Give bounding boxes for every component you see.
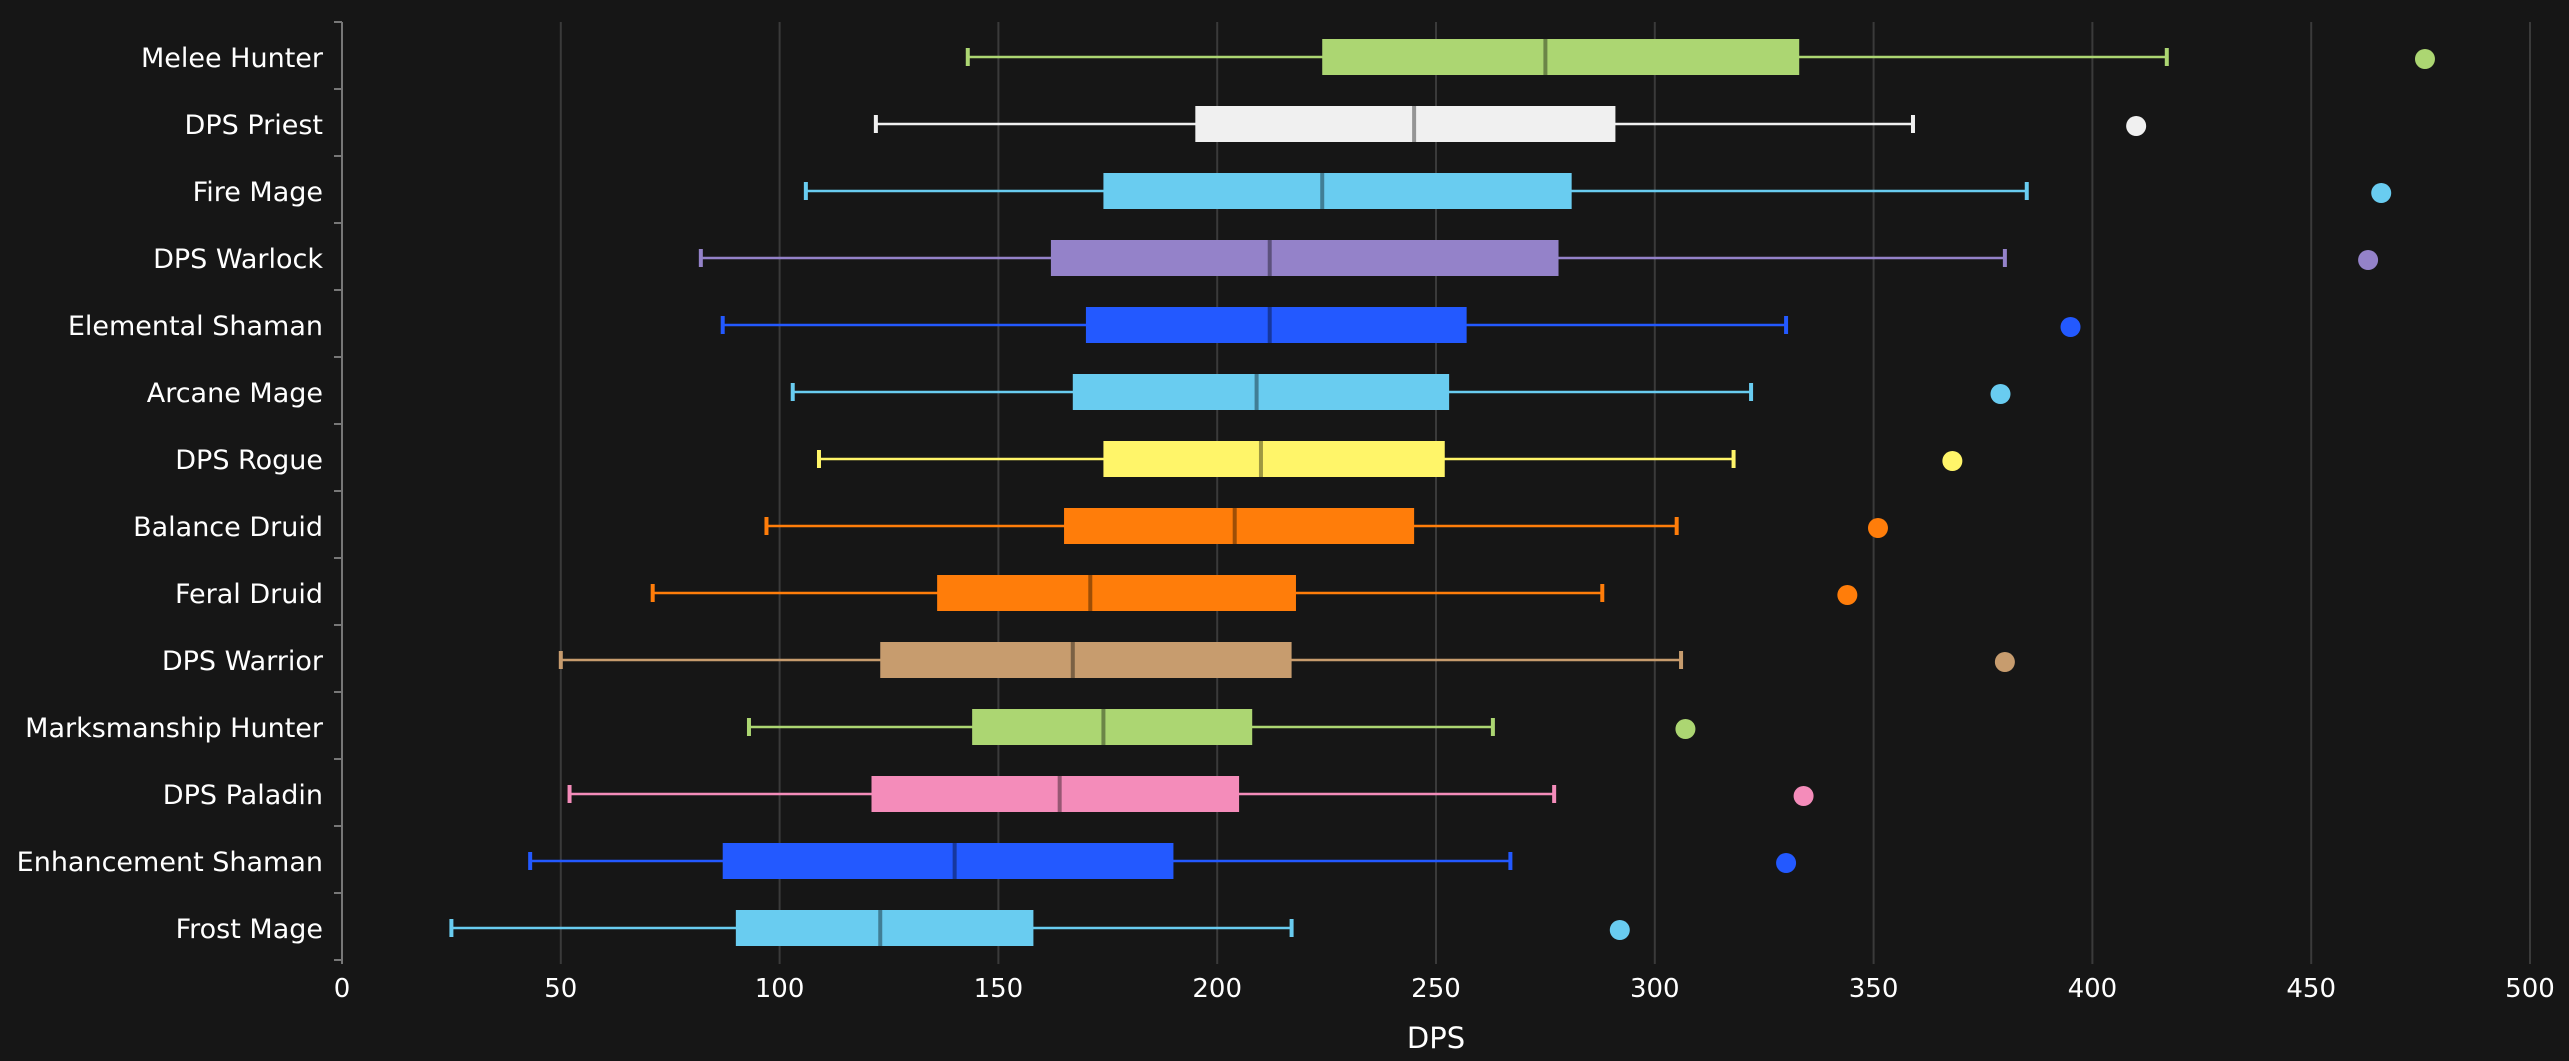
- x-tick-label: 50: [544, 974, 577, 1004]
- outlier-point: [2371, 183, 2392, 203]
- box-group: [567, 776, 1814, 812]
- outlier-point: [1609, 920, 1630, 940]
- iqr-box: [1322, 39, 1800, 75]
- y-category-label: Balance Druid: [133, 512, 323, 543]
- y-category-label: DPS Priest: [185, 110, 323, 141]
- iqr-box: [1050, 240, 1559, 276]
- iqr-box: [1072, 374, 1450, 410]
- iqr-box: [880, 642, 1292, 678]
- box-group: [764, 508, 1888, 544]
- x-tick-label: 450: [2286, 974, 2336, 1004]
- x-tick-label: 0: [334, 974, 351, 1004]
- x-tick-label: 200: [1192, 974, 1242, 1004]
- outlier-point: [2358, 250, 2379, 270]
- y-axis: Melee Hunter DPS Priest Fire Mage DPS Warlo…: [17, 21, 343, 964]
- x-tick-label: 400: [2068, 974, 2118, 1004]
- y-category-label: Enhancement Shaman: [17, 847, 323, 878]
- iqr-box: [1064, 508, 1415, 544]
- box-group: [528, 843, 1797, 879]
- iqr-box: [871, 776, 1240, 812]
- box-group: [449, 910, 1630, 946]
- outlier-point: [1793, 786, 1814, 806]
- x-axis-title: DPS: [1407, 1021, 1465, 1055]
- iqr-box: [722, 843, 1174, 879]
- box-group: [803, 173, 2392, 209]
- outlier-point: [2414, 49, 2435, 69]
- box-group: [650, 575, 1858, 611]
- box-group: [965, 39, 2435, 75]
- iqr-box: [735, 910, 1034, 946]
- y-category-label: DPS Paladin: [163, 780, 323, 811]
- outlier-point: [2126, 116, 2147, 136]
- outlier-point: [1990, 384, 2011, 404]
- iqr-box: [1085, 307, 1467, 343]
- y-category-label: Melee Hunter: [141, 43, 324, 74]
- iqr-box: [972, 709, 1253, 745]
- x-axis: 0 50 100 150 200 250 300 350 400 450 500: [334, 974, 2555, 1004]
- x-tick-label: 350: [1849, 974, 1899, 1004]
- box-group: [873, 106, 2147, 142]
- y-category-label: DPS Warrior: [162, 646, 324, 677]
- outlier-point: [1867, 518, 1888, 538]
- box-group: [558, 642, 2015, 678]
- outlier-point: [2060, 317, 2081, 337]
- y-category-label: Elemental Shaman: [68, 311, 323, 342]
- iqr-box: [1103, 173, 1572, 209]
- box-group: [720, 307, 2081, 343]
- box-group: [816, 441, 1963, 477]
- x-tick-label: 300: [1630, 974, 1680, 1004]
- iqr-box: [937, 575, 1296, 611]
- outlier-point: [1675, 719, 1696, 739]
- box-series: [449, 39, 2435, 946]
- outlier-point: [1837, 585, 1858, 605]
- outlier-point: [1776, 853, 1797, 873]
- y-category-label: Feral Druid: [175, 579, 323, 610]
- x-tick-label: 150: [974, 974, 1024, 1004]
- y-category-label: Arcane Mage: [147, 378, 323, 409]
- y-category-label: Fire Mage: [193, 177, 323, 208]
- outlier-point: [1994, 652, 2015, 672]
- y-category-label: DPS Warlock: [153, 244, 323, 275]
- y-category-label: Frost Mage: [176, 914, 323, 945]
- box-group: [698, 240, 2379, 276]
- x-tick-label: 100: [755, 974, 805, 1004]
- grid-lines: [559, 22, 2531, 964]
- x-tick-label: 500: [2505, 974, 2555, 1004]
- box-group: [746, 709, 1696, 745]
- y-category-label: Marksmanship Hunter: [25, 713, 324, 744]
- y-category-label: DPS Rogue: [175, 445, 323, 476]
- outlier-point: [1942, 451, 1963, 471]
- x-tick-label: 250: [1411, 974, 1461, 1004]
- box-group: [790, 374, 2011, 410]
- iqr-box: [1103, 441, 1445, 477]
- iqr-box: [1195, 106, 1616, 142]
